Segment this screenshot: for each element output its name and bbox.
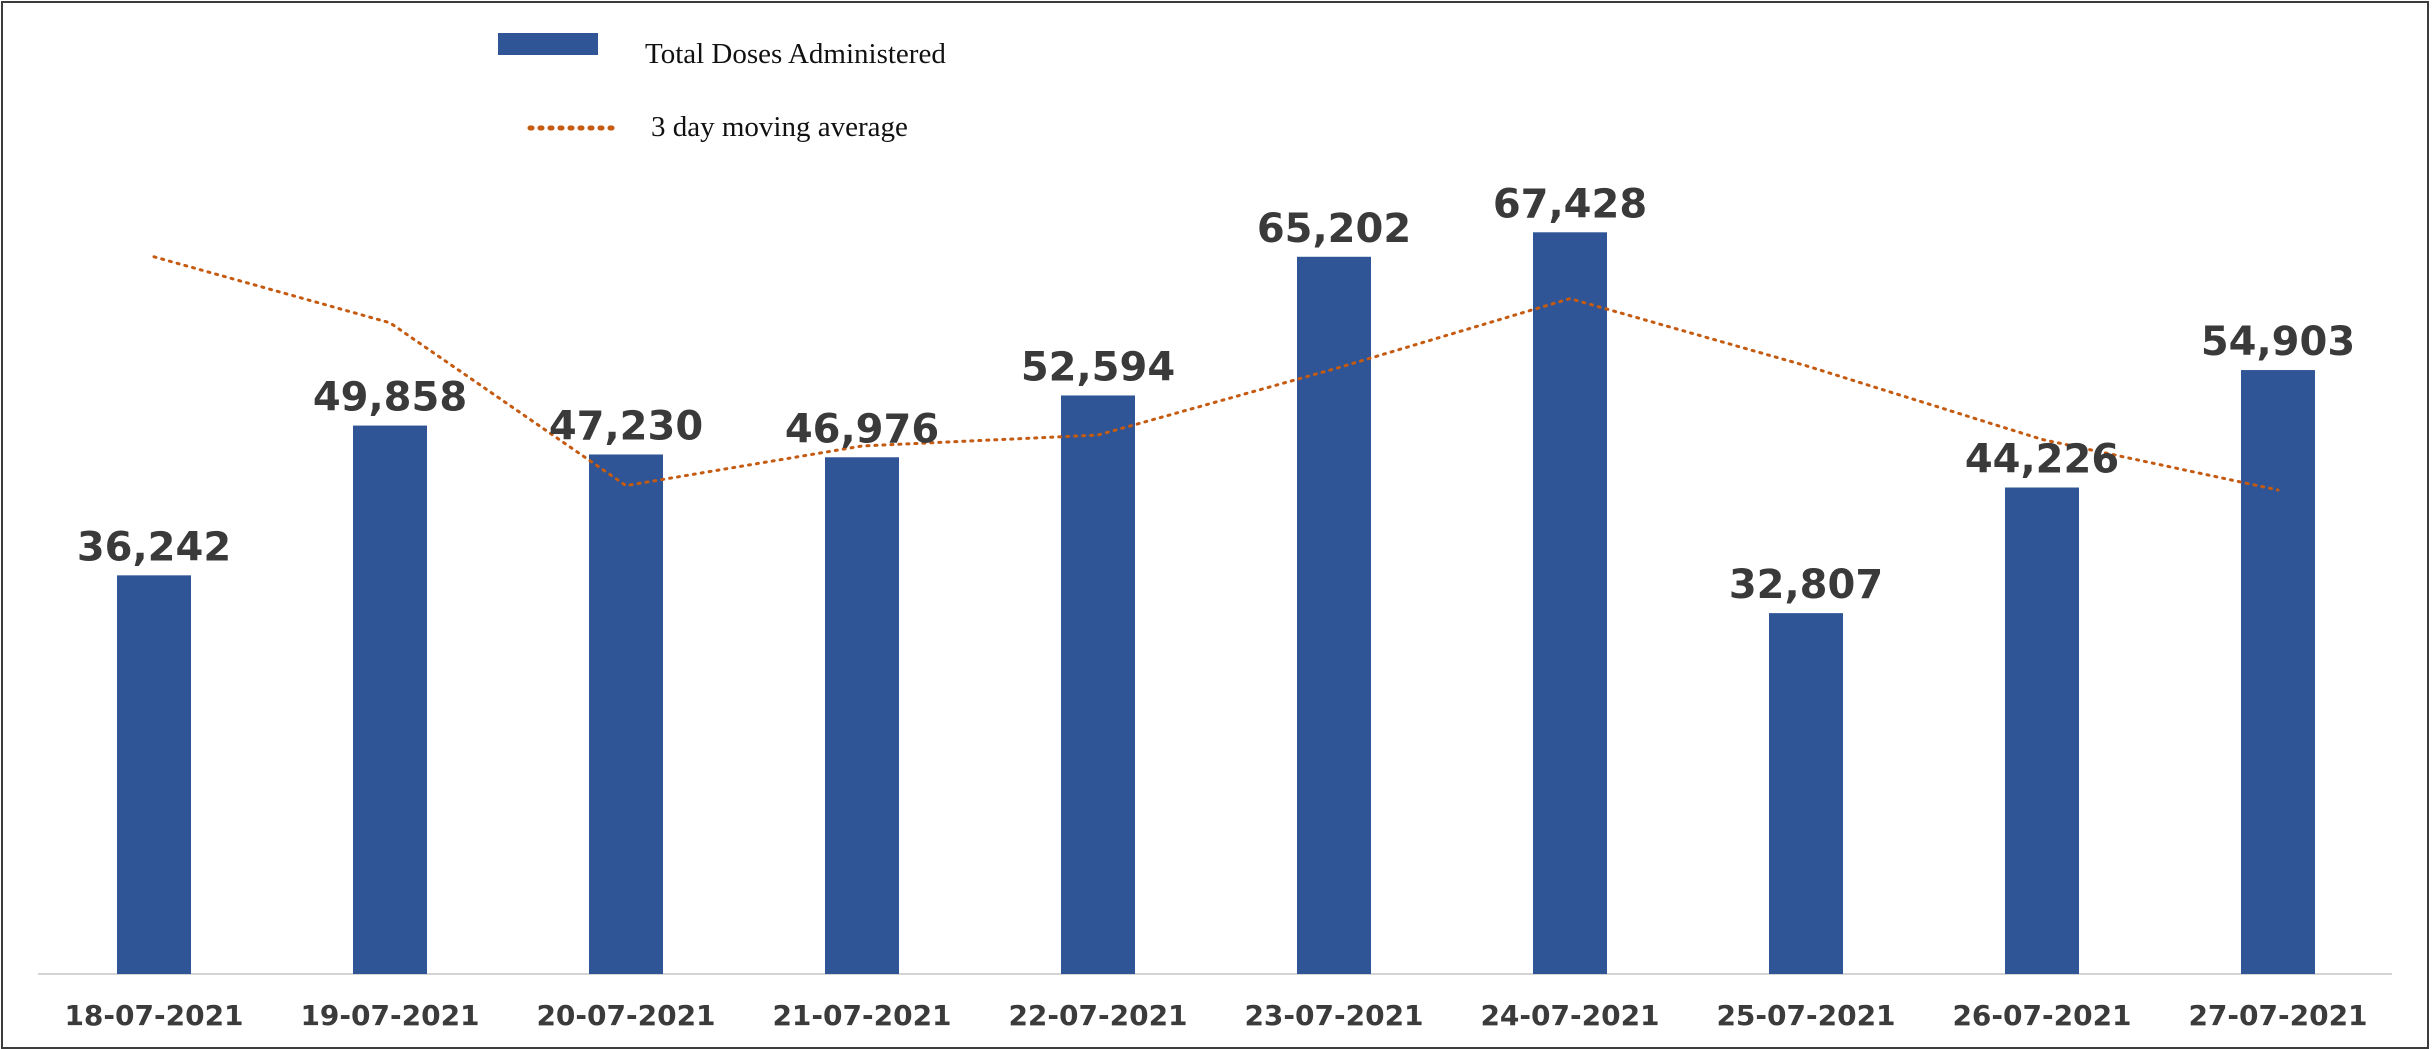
bar-23-07-2021 (1297, 257, 1371, 974)
moving-average-line (154, 257, 2278, 490)
legend: Total Doses Administered 3 day moving av… (498, 33, 946, 143)
bar-value-label-26-07-2021: 44,226 (1965, 437, 2119, 483)
bar-value-label-19-07-2021: 49,858 (313, 375, 467, 421)
bar-18-07-2021 (117, 575, 191, 974)
bar-19-07-2021 (353, 426, 427, 974)
x-tick-labels-layer: 18-07-2021 19-07-2021 20-07-2021 21-07-2021… (64, 999, 2367, 1032)
x-tick-label-26-07-2021: 26-07-2021 (1952, 999, 2131, 1032)
x-tick-label-20-07-2021: 20-07-2021 (536, 999, 715, 1032)
x-tick-label-25-07-2021: 25-07-2021 (1716, 999, 1895, 1032)
bar-value-label-25-07-2021: 32,807 (1729, 562, 1883, 608)
bar-25-07-2021 (1769, 613, 1843, 974)
x-tick-label-21-07-2021: 21-07-2021 (772, 999, 951, 1032)
bar-value-label-20-07-2021: 47,230 (549, 403, 703, 449)
x-tick-label-19-07-2021: 19-07-2021 (300, 999, 479, 1032)
legend-label-line: 3 day moving average (651, 111, 908, 143)
x-tick-label-27-07-2021: 27-07-2021 (2188, 999, 2367, 1032)
legend-swatch-bars (498, 33, 598, 55)
bar-value-label-22-07-2021: 52,594 (1021, 344, 1175, 390)
moving-average-layer (154, 257, 2278, 490)
bar-22-07-2021 (1061, 395, 1135, 974)
bar-24-07-2021 (1533, 232, 1607, 974)
bar-27-07-2021 (2241, 370, 2315, 974)
bars-layer (117, 232, 2315, 974)
legend-label-bars: Total Doses Administered (645, 38, 946, 70)
x-tick-label-22-07-2021: 22-07-2021 (1008, 999, 1187, 1032)
bar-value-label-18-07-2021: 36,242 (77, 524, 231, 570)
x-tick-label-23-07-2021: 23-07-2021 (1244, 999, 1423, 1032)
bar-value-label-24-07-2021: 67,428 (1493, 181, 1647, 227)
x-tick-label-24-07-2021: 24-07-2021 (1480, 999, 1659, 1032)
x-tick-label-18-07-2021: 18-07-2021 (64, 999, 243, 1032)
bar-value-label-27-07-2021: 54,903 (2201, 319, 2355, 365)
bar-20-07-2021 (589, 454, 663, 974)
bar-21-07-2021 (825, 457, 899, 974)
bar-26-07-2021 (2005, 488, 2079, 974)
bar-value-label-23-07-2021: 65,202 (1257, 206, 1411, 252)
bar-value-label-21-07-2021: 46,976 (785, 406, 939, 452)
